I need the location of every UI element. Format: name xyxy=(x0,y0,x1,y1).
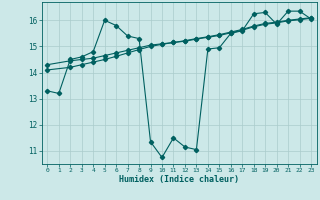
X-axis label: Humidex (Indice chaleur): Humidex (Indice chaleur) xyxy=(119,175,239,184)
